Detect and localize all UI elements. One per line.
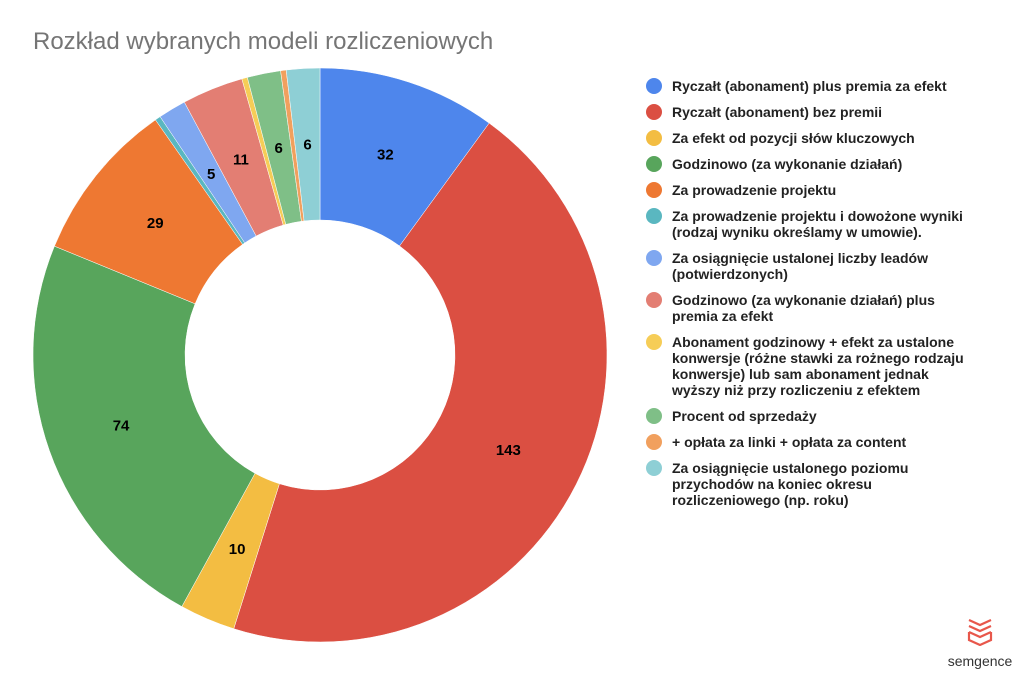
legend-label-line: konwersje) lub sam abonament jednak xyxy=(672,366,929,382)
donut-slice xyxy=(285,67,321,222)
legend-label-line: Za prowadzenie projektu xyxy=(672,182,837,198)
legend-label: Ryczałt (abonament) plus premia za efekt xyxy=(672,78,947,94)
legend-item: Ryczałt (abonament) bez premii xyxy=(646,104,1016,120)
legend-color-dot-icon xyxy=(646,434,662,450)
legend-label-line: Ryczałt (abonament) bez premii xyxy=(672,104,883,120)
legend-color-dot-icon xyxy=(646,250,662,266)
slice-value-label: 6 xyxy=(303,136,311,153)
legend-color-dot-icon xyxy=(646,104,662,120)
legend-label-line: (potwierdzonych) xyxy=(672,266,788,282)
legend-item: Za osiągnięcie ustalonej liczby leadów (p… xyxy=(646,250,1016,282)
legend-item: + opłata za linki + opłata za content xyxy=(646,434,1016,450)
legend-item: Za osiągnięcie ustalonego poziomu przycho… xyxy=(646,460,1016,508)
legend-label-line: wyższy niż przy rozliczeniu z efektem xyxy=(672,382,921,398)
legend-color-dot-icon xyxy=(646,78,662,94)
legend-label-line: Za efekt od pozycji słów kluczowych xyxy=(672,130,915,146)
logo-text: semgence xyxy=(947,653,1013,669)
legend-item: Godzinowo (za wykonanie działań) plus pre… xyxy=(646,292,1016,324)
legend-label-line: (rodzaj wyniku określamy w umowie). xyxy=(672,224,922,240)
legend-label-line: Za prowadzenie projektu i dowożone wynik… xyxy=(672,208,963,224)
legend-label-line: Abonament godzinowy + efekt za ustalone xyxy=(672,334,954,350)
slice-value-label: 74 xyxy=(113,417,130,434)
legend-color-dot-icon xyxy=(646,156,662,172)
slice-value-label: 11 xyxy=(233,151,249,168)
legend-item: Abonament godzinowy + efekt za ustalone k… xyxy=(646,334,1016,398)
legend-label: Za osiągnięcie ustalonej liczby leadów (p… xyxy=(672,250,928,282)
legend-label-line: Ryczałt (abonament) plus premia za efekt xyxy=(672,78,947,94)
legend-item: Za efekt od pozycji słów kluczowych xyxy=(646,130,1016,146)
legend-color-dot-icon xyxy=(646,208,662,224)
slice-value-label: 143 xyxy=(496,442,521,459)
legend-label-line: konwersje (różne stawki za rożnego rodza… xyxy=(672,350,964,366)
legend-item: Za prowadzenie projektu i dowożone wynik… xyxy=(646,208,1016,240)
legend-label: Za prowadzenie projektu i dowożone wynik… xyxy=(672,208,963,240)
legend-label: Ryczałt (abonament) bez premii xyxy=(672,104,882,120)
chart-legend: Ryczałt (abonament) plus premia za efekt… xyxy=(646,78,1016,518)
donut-chart: 32 143 10 74 29 5 11 6 6 xyxy=(32,67,608,643)
legend-label-line: Za osiągnięcie ustalonej liczby leadów xyxy=(672,250,928,266)
slice-value-label: 10 xyxy=(229,541,246,558)
legend-label: Godzinowo (za wykonanie działań) plus pre… xyxy=(672,292,935,324)
slice-value-label: 29 xyxy=(147,215,164,232)
chart-title: Rozkład wybranych modeli rozliczeniowych xyxy=(33,28,494,55)
slice-value-label: 5 xyxy=(207,166,215,183)
legend-label: Za osiągnięcie ustalonego poziomu przycho… xyxy=(672,460,908,508)
legend-label-line: + opłata za linki + opłata za content xyxy=(672,434,907,450)
legend-color-dot-icon xyxy=(646,130,662,146)
donut-slice xyxy=(32,245,256,607)
legend-label-line: premia za efekt xyxy=(672,308,774,324)
legend-label: Procent od sprzedaży xyxy=(672,408,817,424)
semgence-logo: semgence xyxy=(945,618,1015,669)
legend-item: Procent od sprzedaży xyxy=(646,408,1016,424)
legend-color-dot-icon xyxy=(646,292,662,308)
legend-item: Godzinowo (za wykonanie działań) xyxy=(646,156,1016,172)
legend-color-dot-icon xyxy=(646,182,662,198)
legend-label: Godzinowo (za wykonanie działań) xyxy=(672,156,902,172)
legend-label-line: Za osiągnięcie ustalonego poziomu xyxy=(672,460,909,476)
legend-item: Ryczałt (abonament) plus premia za efekt xyxy=(646,78,1016,94)
legend-color-dot-icon xyxy=(646,408,662,424)
slice-value-label: 32 xyxy=(377,146,394,163)
legend-color-dot-icon xyxy=(646,460,662,476)
legend-label: + opłata za linki + opłata za content xyxy=(672,434,906,450)
legend-label: Abonament godzinowy + efekt za ustalone k… xyxy=(672,334,964,398)
legend-label-line: przychodów na koniec okresu xyxy=(672,476,872,492)
legend-label: Za efekt od pozycji słów kluczowych xyxy=(672,130,915,146)
donut-slice xyxy=(233,122,608,643)
legend-item: Za prowadzenie projektu xyxy=(646,182,1016,198)
legend-label: Za prowadzenie projektu xyxy=(672,182,836,198)
legend-label-line: Procent od sprzedaży xyxy=(672,408,817,424)
semgence-logo-icon xyxy=(967,618,993,647)
legend-label-line: rozliczeniowego (np. roku) xyxy=(672,492,849,508)
legend-label-line: Godzinowo (za wykonanie działań) plus xyxy=(672,292,935,308)
legend-color-dot-icon xyxy=(646,334,662,350)
slice-value-label: 6 xyxy=(275,140,283,157)
legend-label-line: Godzinowo (za wykonanie działań) xyxy=(672,156,903,172)
